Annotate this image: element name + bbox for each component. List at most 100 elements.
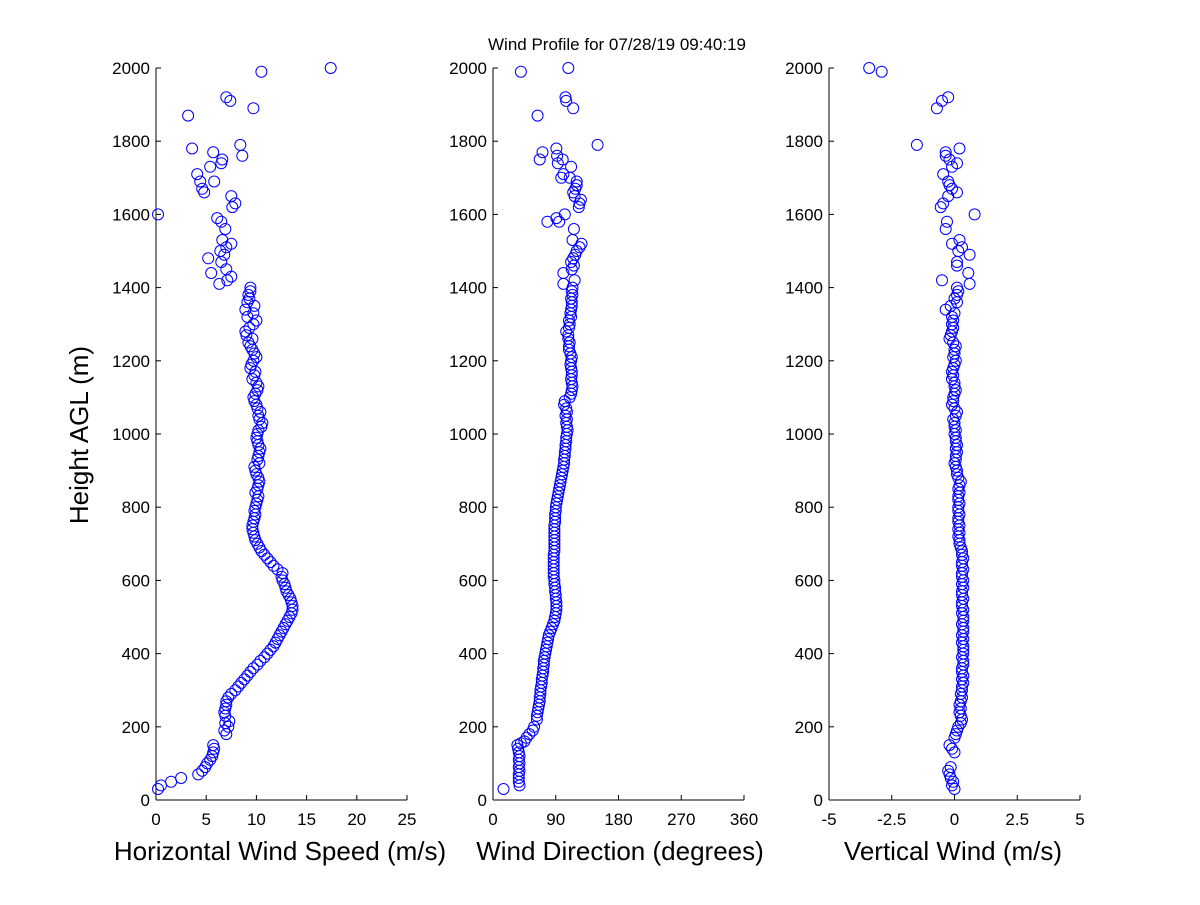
data-point (946, 237, 958, 250)
data-point (953, 234, 966, 246)
data-point (963, 277, 976, 290)
data-point (251, 658, 264, 671)
y-axis-label: Height AGL (m) (64, 346, 94, 524)
data-point (949, 340, 962, 353)
data-point (226, 201, 239, 214)
data-point (220, 91, 233, 104)
data-point (264, 643, 277, 656)
y-tick-label: 0 (814, 791, 823, 810)
data-point (946, 310, 958, 323)
data-point (936, 94, 948, 107)
y-tick-label: 0 (141, 791, 150, 810)
vertical-wind-panel: Vertical Wind (m/s) 0 200 400 600 800 1000 120… (785, 59, 1085, 866)
x-tick-label: -2.5 (877, 810, 906, 829)
x-tick-label: 360 (730, 810, 758, 829)
x-tick-label: -5 (821, 810, 836, 829)
data-point (943, 739, 956, 752)
data-point (324, 62, 337, 74)
data-point (224, 94, 237, 107)
data-point (261, 552, 274, 565)
data-point (215, 256, 228, 268)
data-point (947, 775, 960, 788)
y-tick-label: 1400 (449, 279, 487, 298)
data-point (557, 277, 570, 290)
data-point (948, 307, 961, 320)
data-point (279, 581, 292, 594)
data-point (541, 636, 554, 649)
data-point (241, 310, 254, 323)
y-tick-label: 200 (459, 718, 487, 737)
y-tick-label: 1200 (449, 352, 487, 371)
data-point (497, 783, 510, 795)
data-point (542, 633, 555, 645)
data-point (557, 168, 570, 181)
data-point (250, 468, 263, 481)
data-point (244, 281, 257, 294)
data-point (572, 201, 585, 214)
x-axis-label: Horizontal Wind Speed (m/s) (114, 836, 446, 866)
data-point (247, 662, 260, 675)
data-point (219, 223, 232, 235)
data-point (208, 175, 221, 188)
data-point (182, 109, 195, 122)
data-point (531, 109, 544, 122)
data-point (258, 651, 271, 664)
y-tick-label: 800 (795, 498, 823, 517)
data-point (512, 742, 525, 755)
x-tick-label: 5 (201, 810, 210, 829)
y-tick-label: 600 (795, 571, 823, 590)
y-tick-label: 1600 (449, 205, 487, 224)
data-point (551, 149, 564, 162)
data-point (264, 556, 277, 569)
data-point (251, 453, 264, 466)
data-point (236, 149, 249, 162)
data-point (218, 706, 231, 719)
y-tick-label: 2000 (785, 59, 823, 78)
data-point (216, 153, 229, 166)
data-point (218, 248, 231, 261)
data-point (951, 259, 963, 272)
data-point (951, 157, 963, 170)
data-point (285, 596, 298, 609)
data-point (553, 215, 566, 228)
data-point (863, 62, 876, 74)
y-tick-label: 400 (459, 645, 487, 664)
data-point (165, 775, 178, 788)
data-point (229, 197, 242, 210)
data-point (252, 450, 265, 462)
data-point (207, 739, 220, 752)
data-point (213, 277, 226, 290)
data-point (937, 168, 950, 181)
x-tick-label: 0 (488, 810, 497, 829)
data-point (948, 746, 961, 759)
data-point (550, 142, 563, 155)
x-axis-label: Wind Direction (degrees) (476, 836, 764, 866)
data-point (247, 102, 260, 115)
data-point (271, 563, 284, 576)
data-point (962, 267, 975, 279)
data-point (196, 182, 209, 195)
data-point (216, 234, 229, 246)
data-point (240, 329, 253, 342)
data-point (249, 501, 262, 514)
data-point (220, 263, 233, 276)
data-point (939, 149, 952, 162)
data-point (568, 274, 581, 287)
data-point (591, 138, 604, 151)
data-point (910, 138, 923, 151)
data-point (951, 281, 963, 294)
data-point (949, 354, 962, 367)
data-point (248, 504, 261, 517)
y-tick-label: 1600 (112, 205, 150, 224)
data-point (948, 376, 961, 389)
data-point (255, 65, 268, 78)
data-point (512, 746, 525, 759)
data-point (242, 336, 255, 349)
data-point (570, 179, 583, 192)
y-tick-label: 1200 (785, 352, 823, 371)
data-point (528, 720, 541, 733)
data-point (202, 252, 215, 265)
y-tick-label: 1400 (112, 279, 150, 298)
